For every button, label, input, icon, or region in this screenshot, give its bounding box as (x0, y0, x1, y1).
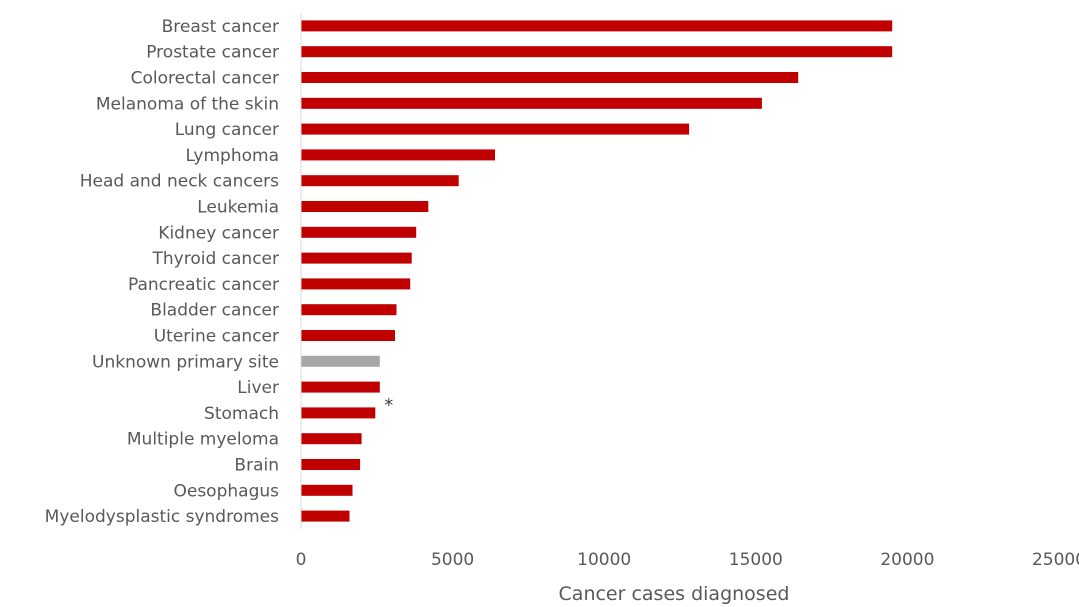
bar-unknown-primary-site (301, 355, 380, 367)
category-label: Prostate cancer (146, 43, 279, 63)
category-label: Leukemia (197, 198, 279, 218)
bars-group (301, 20, 893, 522)
x-tick-labels: 0 5000 10000 15000 20000 25000 (296, 550, 1079, 570)
category-label: Stomach (204, 404, 279, 424)
bar-brain (301, 459, 361, 470)
bar-prostate-cancer (301, 46, 893, 58)
category-label: Uterine cancer (154, 327, 279, 347)
category-label: Lymphoma (186, 146, 279, 166)
bar-kidney-cancer (301, 226, 417, 238)
bar-lymphoma (301, 149, 495, 161)
bar-liver (301, 381, 380, 393)
x-tick-label: 25000 (1032, 550, 1079, 570)
category-label: Kidney cancer (158, 223, 279, 243)
bar-pancreatic-cancer (301, 278, 411, 290)
annotations-group: * (384, 395, 393, 416)
bar-myelodysplastic-syndromes (301, 510, 350, 522)
bar-melanoma-of-the-skin (301, 97, 762, 109)
annotation-asterisk: * (384, 395, 393, 416)
x-tick-label: 10000 (577, 550, 631, 570)
bar-multiple-myeloma (301, 433, 362, 445)
category-label: Brain (234, 456, 279, 476)
x-tick-label: 5000 (431, 550, 474, 570)
bar-colorectal-cancer (301, 72, 799, 83)
category-label: Breast cancer (162, 17, 279, 37)
bar-lung-cancer (301, 123, 690, 135)
category-label: Thyroid cancer (152, 249, 280, 269)
x-axis-title: Cancer cases diagnosed (559, 583, 790, 605)
bar-thyroid-cancer (301, 252, 412, 264)
bar-bladder-cancer (301, 304, 397, 316)
x-tick-label: 0 (296, 550, 307, 570)
x-tick-label: 20000 (880, 550, 934, 570)
bar-stomach (301, 407, 376, 419)
category-label: Colorectal cancer (131, 69, 279, 89)
category-label: Multiple myeloma (127, 430, 279, 450)
bar-breast-cancer (301, 20, 893, 32)
category-label: Unknown primary site (92, 352, 279, 372)
bar-oesophagus (301, 484, 353, 496)
category-label: Myelodysplastic syndromes (45, 507, 279, 527)
category-label: Liver (237, 378, 279, 398)
category-label: Melanoma of the skin (96, 94, 279, 114)
category-label: Pancreatic cancer (128, 275, 279, 295)
x-tick-label: 15000 (729, 550, 783, 570)
bar-head-and-neck-cancers (301, 175, 459, 187)
bar-leukemia (301, 201, 429, 212)
category-label: Head and neck cancers (80, 172, 279, 192)
category-label: Lung cancer (175, 120, 279, 140)
bar-uterine-cancer (301, 330, 395, 341)
category-label: Oesophagus (173, 481, 279, 501)
category-label: Bladder cancer (150, 301, 279, 321)
category-labels: Breast cancer Prostate cancer Colorectal c… (45, 17, 279, 527)
